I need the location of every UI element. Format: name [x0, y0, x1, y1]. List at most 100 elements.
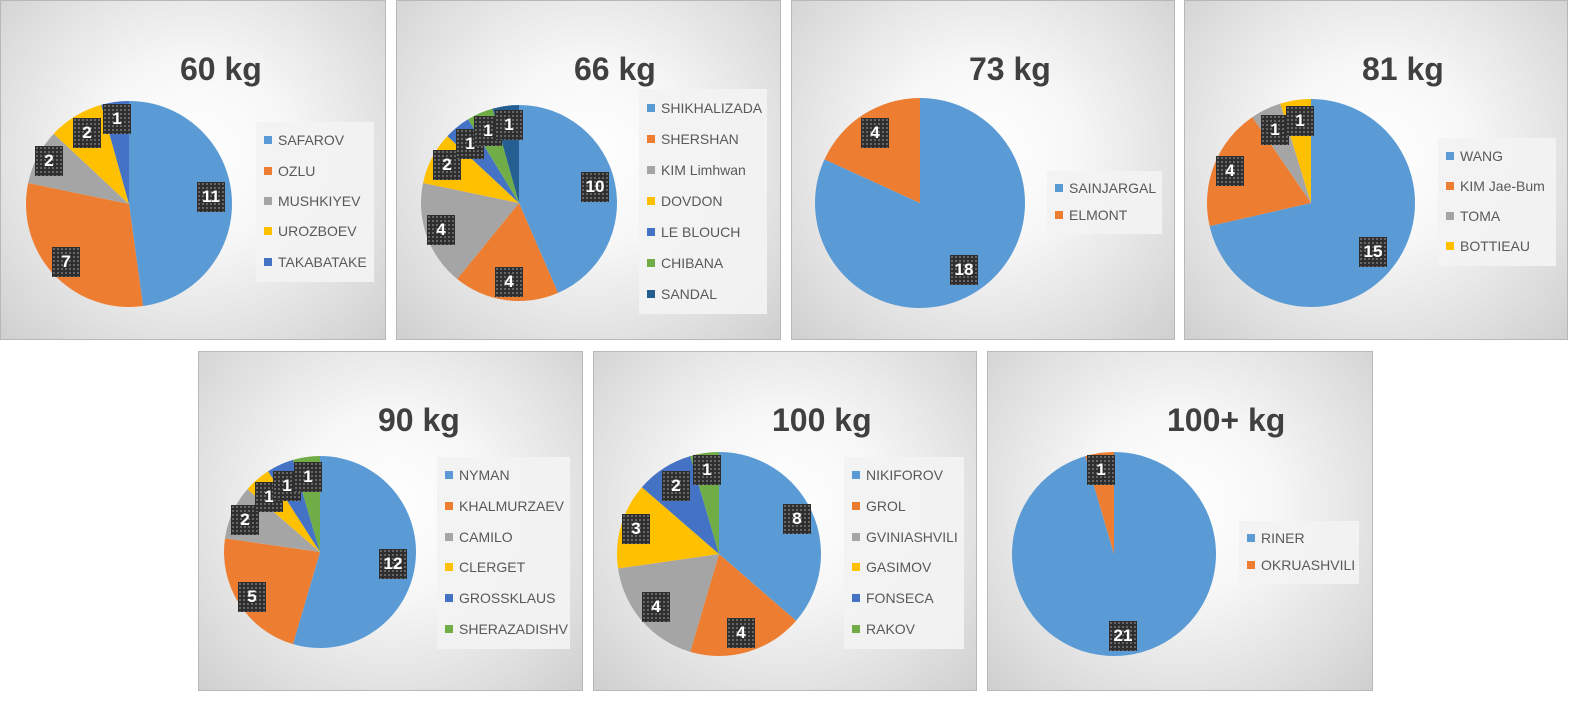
legend-swatch — [264, 166, 272, 175]
legend-label: KIM Limhwan — [661, 161, 746, 178]
legend-label: OKRUASHVILI — [1261, 557, 1356, 574]
legend-label: MUSHKIYEV — [278, 193, 361, 209]
legend-item-dovdon: DOVDON — [647, 193, 722, 209]
data-label-shikhalizada: 10 — [581, 172, 609, 202]
legend-item-gasimov: GASIMOV — [852, 559, 931, 575]
data-label-urozboev: 2 — [73, 118, 101, 148]
pie-slice-safarov — [129, 101, 233, 307]
data-label-shershan: 4 — [495, 267, 523, 297]
legend-swatch — [264, 227, 272, 236]
legend-swatch — [445, 594, 453, 602]
pie-slice-shershan — [457, 203, 559, 302]
legend-swatch — [852, 471, 860, 480]
legend-item-mushkiyev: MUSHKIYEV — [264, 193, 360, 209]
pie-slice-khalmurzaev — [224, 538, 320, 645]
pie-slice-camilo — [224, 489, 320, 552]
data-label-sandal: 1 — [495, 110, 523, 140]
legend-label: LE BLOUCH — [661, 223, 741, 240]
legend-item-nikiforov: NIKIFOROV — [852, 467, 943, 483]
chart-legend: SAFAROV OZLU MUSHKIYEV UROZBOEV TAKABATAKE — [256, 122, 374, 282]
legend-item-sandal: SANDAL — [647, 286, 717, 302]
legend-label: FONSECA — [866, 590, 934, 606]
legend-swatch — [445, 532, 453, 541]
pie-slice-fonseca — [641, 456, 719, 554]
pie-slice-ozlu — [25, 183, 144, 308]
legend-label: SAINJARGAL — [1069, 179, 1157, 196]
legend-label: BOTTIEAU — [1460, 238, 1531, 254]
data-label-ozlu: 7 — [52, 247, 80, 277]
legend-swatch — [1247, 533, 1255, 542]
legend-label: NIKIFOROV — [866, 467, 944, 484]
data-label-nyman: 12 — [379, 549, 407, 579]
legend-label: TAKABATAKE — [278, 253, 367, 270]
legend-item-kim-limhwan: KIM Limhwan — [647, 162, 746, 178]
legend-item-ozlu: OZLU — [264, 163, 315, 179]
chart-title: 100+ kg — [1167, 402, 1286, 438]
chart-panel-7: 100+ kg RINER OKRUASHVILI 21 1 — [987, 351, 1373, 691]
legend-swatch — [445, 471, 453, 480]
data-label-gasimov: 3 — [622, 514, 650, 544]
legend-swatch — [647, 196, 655, 205]
pie-slice-shikhalizada — [519, 105, 618, 293]
legend-label: OZLU — [278, 162, 316, 179]
data-label-okruashvili: 1 — [1087, 455, 1115, 485]
legend-swatch — [852, 502, 860, 510]
legend-label: GVINIASHVILI — [866, 528, 958, 545]
legend-item-safarov: SAFAROV — [264, 132, 344, 148]
legend-item-chibana: CHIBANA — [647, 255, 723, 271]
legend-swatch — [647, 258, 655, 267]
legend-label: RAKOV — [866, 620, 916, 637]
chart-title: 90 kg — [378, 402, 460, 438]
legend-swatch — [1446, 152, 1454, 160]
legend-label: SAFAROV — [278, 132, 345, 149]
chart-panel-3: 73 kg SAINJARGAL ELMONT 18 4 — [791, 0, 1175, 340]
chart-panel-6: 100 kg NIKIFOROV GROL GVINIASHVILI GASIMOV FO… — [593, 351, 977, 691]
legend-swatch — [1055, 183, 1063, 192]
data-label-wang: 15 — [1359, 237, 1387, 267]
legend-label: SHIKHALIZADA — [661, 99, 763, 116]
legend-label: KHALMURZAEV — [459, 498, 565, 514]
data-label-rakov: 1 — [693, 455, 721, 485]
legend-label: KIM Jae-Bum — [1460, 178, 1545, 194]
data-label-sherazadishv: 1 — [294, 462, 322, 492]
chart-title: 60 kg — [180, 51, 262, 87]
legend-label: GROL — [866, 498, 906, 514]
legend-label: CLERGET — [459, 559, 526, 576]
legend-swatch — [1247, 561, 1255, 570]
data-label-gviniashvili: 4 — [642, 592, 670, 622]
legend-swatch — [852, 563, 860, 572]
legend-item-khalmurzaev: KHALMURZAEV — [445, 498, 564, 514]
data-label-mushkiyev: 2 — [35, 146, 63, 176]
legend-item-riner: RINER — [1247, 530, 1305, 546]
legend-label: GROSSKLAUS — [459, 590, 556, 606]
data-label-safarov: 11 — [197, 182, 225, 212]
legend-label: GASIMOV — [866, 559, 932, 576]
chart-legend: WANG KIM Jae-Bum TOMA BOTTIEAU — [1438, 138, 1556, 266]
legend-item-grossklaus: GROSSKLAUS — [445, 590, 555, 606]
chart-panel-2: 66 kg SHIKHALIZADA SHERSHAN KIM Limhwan DOVD… — [396, 0, 781, 340]
data-label-bottieau: 1 — [1286, 106, 1314, 136]
legend-label: SHERSHAN — [661, 130, 739, 147]
chart-title: 66 kg — [574, 51, 656, 87]
chart-legend: NYMAN KHALMURZAEV CAMILO CLERGET GROSSKLAUS S… — [437, 457, 570, 649]
legend-label: CAMILO — [459, 528, 513, 545]
legend-swatch — [647, 134, 655, 143]
pie-slice-nikiforov — [719, 452, 822, 621]
legend-swatch — [647, 289, 655, 298]
legend-label: CHIBANA — [661, 254, 724, 271]
legend-item-toma: TOMA — [1446, 208, 1500, 224]
data-label-elmont: 4 — [861, 118, 889, 148]
chart-legend: NIKIFOROV GROL GVINIASHVILI GASIMOV FONSECA R… — [844, 457, 964, 649]
legend-swatch — [264, 136, 272, 145]
legend-swatch — [264, 257, 272, 266]
legend-swatch — [852, 624, 860, 633]
data-label-takabatake: 1 — [103, 104, 131, 134]
chart-legend: RINER OKRUASHVILI — [1239, 521, 1359, 584]
legend-item-elmont: ELMONT — [1055, 207, 1127, 223]
legend-label: TOMA — [1460, 208, 1501, 224]
data-label-toma: 1 — [1261, 115, 1289, 145]
chart-title: 81 kg — [1362, 51, 1444, 87]
legend-label: UROZBOEV — [278, 223, 357, 240]
legend-item-okruashvili: OKRUASHVILI — [1247, 557, 1355, 573]
data-label-kim-jae-bum: 4 — [1216, 156, 1244, 186]
